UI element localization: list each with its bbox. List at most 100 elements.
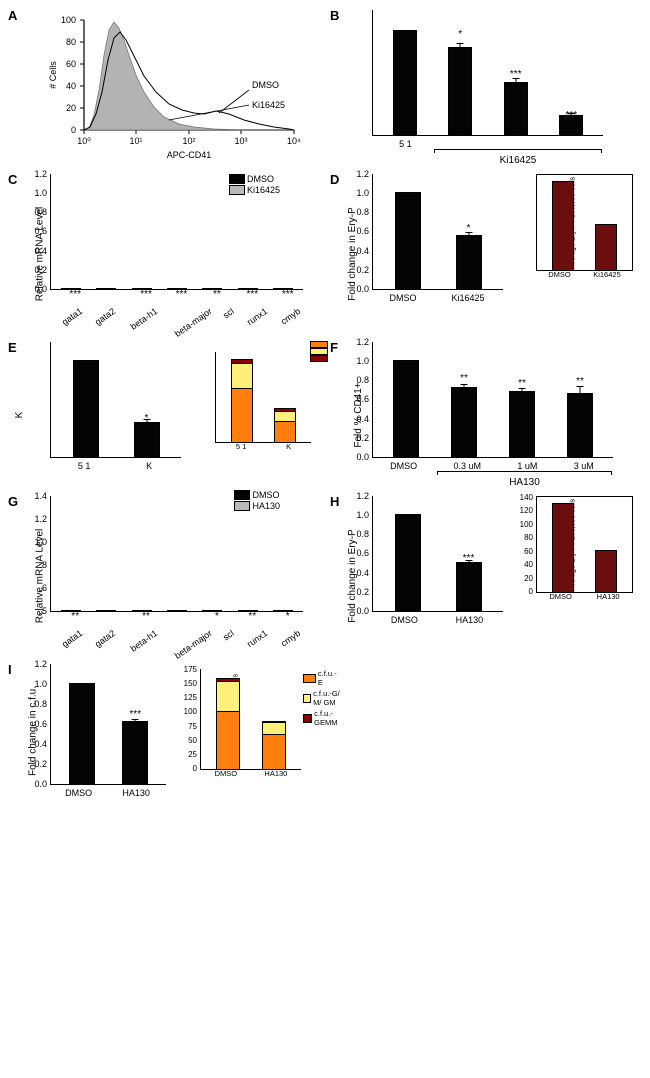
panel-F-group-label: HA130: [437, 477, 612, 488]
panel-E: E K * 5 1 K 5 1 K: [8, 340, 320, 490]
panel-B-label: B: [330, 8, 339, 23]
svg-text:20: 20: [66, 103, 76, 113]
bar: [596, 551, 616, 592]
ytick: 60: [513, 547, 533, 556]
xtick: scl: [221, 306, 246, 335]
ytick: 1.0: [343, 188, 369, 198]
panel-C: C Relative mRNA Level DMSO Ki16425 1.21.…: [8, 172, 320, 336]
panel-H: H Fold change in Ery-P 1.21.00.80.60.40.…: [330, 494, 642, 658]
ytick: 1.2: [343, 337, 369, 347]
ytick: 50: [177, 736, 197, 745]
panel-H-plot: 1.21.00.80.60.40.20.0 *** Average Ery-P …: [372, 496, 503, 612]
cfu-legend: c.f.u.-GEMM: [314, 709, 341, 727]
svg-text:100: 100: [61, 15, 76, 25]
panel-D-label: D: [330, 172, 339, 187]
ytick: 0.6: [343, 548, 369, 558]
xtick: 0.3 uM: [454, 461, 482, 471]
ytick: 0.8: [343, 375, 369, 385]
panel-I: I Fold change in c.f.u. 1.21.00.80.60.40…: [8, 662, 320, 800]
xtick: DMSO: [391, 615, 418, 625]
ytick: 1.2: [343, 169, 369, 179]
ytick: 0.2: [343, 587, 369, 597]
ytick: 100: [513, 520, 533, 529]
ytick: 25: [177, 750, 197, 759]
bar: [394, 31, 416, 135]
panel-C-label: C: [8, 172, 17, 187]
panel-I-plot: 1.21.00.80.60.40.20.0 *** Average c.f.u.…: [50, 664, 166, 785]
ytick: 80: [513, 533, 533, 542]
xtick: gata1: [60, 628, 95, 664]
ytick: 0.0: [343, 606, 369, 616]
ytick: 0.2: [21, 759, 47, 769]
cfu-legend: c.f.u.-E: [318, 669, 341, 687]
xtick: scl: [221, 628, 246, 657]
ha130-bracket: [437, 471, 612, 475]
inset-xtick: 5 1: [236, 442, 246, 451]
ytick: 75: [177, 722, 197, 731]
bar: *: [457, 236, 481, 289]
svg-text:10⁰: 10⁰: [77, 136, 91, 146]
ytick: 0.6: [21, 226, 47, 236]
bar: **: [510, 392, 534, 457]
xtick: K: [146, 461, 152, 471]
ytick: 0.2: [21, 265, 47, 275]
panel-E-label: E: [8, 340, 17, 355]
bar: ***: [123, 722, 147, 784]
ytick: 120: [513, 506, 533, 515]
panel-E-plot: * 5 1 K: [50, 342, 181, 458]
panel-A-ylabel: # Cells: [48, 61, 58, 89]
ytick: 1.0: [343, 356, 369, 366]
cfu-legend-swatch: [311, 349, 327, 354]
panel-H-inset: Average Ery-P / 100,000 cells 1401201008…: [536, 496, 633, 593]
xtick: gata1: [60, 306, 95, 342]
svg-text:10¹: 10¹: [129, 136, 142, 146]
bar: **: [568, 394, 592, 457]
panel-B-group-label: Ki16425: [434, 155, 602, 166]
panel-G-label: G: [8, 494, 18, 509]
ki16425-bracket: [434, 149, 602, 153]
ytick: .5: [21, 606, 47, 616]
bar: ***: [505, 83, 527, 135]
inset-xtick: Ki16425: [593, 270, 621, 279]
dmso-annot: DMSO: [252, 80, 279, 90]
ytick: 0.6: [343, 394, 369, 404]
ytick: 0.8: [21, 207, 47, 217]
panel-F-plot: 1.21.00.80.60.40.20.0 ******: [372, 342, 613, 458]
panel-D-plot: 1.21.00.80.60.40.20.0 * Average Ery-P / …: [372, 174, 503, 290]
cfu-legend: c.f.u.-G/ M/ GM: [313, 689, 341, 707]
panel-B-plot: *******: [372, 10, 603, 136]
bar: [596, 225, 616, 270]
panel-A: A 0 20 40 60 80 1: [8, 8, 320, 168]
figure-grid: A 0 20 40 60 80 1: [8, 8, 642, 800]
bar: ***: [560, 116, 582, 135]
bar: [396, 515, 420, 611]
stacked-bar: [232, 360, 252, 442]
bar: [553, 182, 573, 270]
svg-text:0: 0: [71, 125, 76, 135]
ytick: 0.0: [343, 452, 369, 462]
xtick: HA130: [122, 788, 150, 798]
xtick: gata2: [93, 628, 128, 664]
svg-text:80: 80: [66, 37, 76, 47]
ytick: 1.2: [343, 491, 369, 501]
inset-xtick: DMSO: [548, 270, 571, 279]
xtick: 3 uM: [574, 461, 594, 471]
ytick: 0: [513, 587, 533, 596]
svg-text:10⁴: 10⁴: [287, 136, 301, 146]
ytick: 0.4: [21, 246, 47, 256]
xtick: HA130: [456, 615, 484, 625]
xtick: Ki16425: [451, 293, 484, 303]
bar: *: [449, 48, 471, 136]
panel-F-label: F: [330, 340, 338, 355]
inset-xtick: HA130: [597, 592, 620, 601]
ytick: 100: [177, 707, 197, 716]
svg-text:10³: 10³: [234, 136, 247, 146]
cfu-legend-swatch: [311, 342, 327, 347]
stacked-bar: [263, 722, 285, 769]
ytick: 0.4: [343, 568, 369, 578]
panel-A-histogram: 0 20 40 60 80 100 10⁰ 10¹ 10²: [44, 10, 304, 160]
xtick: DMSO: [65, 788, 92, 798]
ytick: 0.8: [343, 207, 369, 217]
stacked-bar: [275, 409, 295, 442]
inset-xtick: K: [286, 442, 291, 451]
